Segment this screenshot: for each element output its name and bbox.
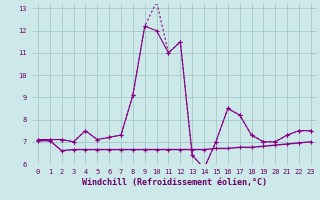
X-axis label: Windchill (Refroidissement éolien,°C): Windchill (Refroidissement éolien,°C) xyxy=(82,178,267,187)
